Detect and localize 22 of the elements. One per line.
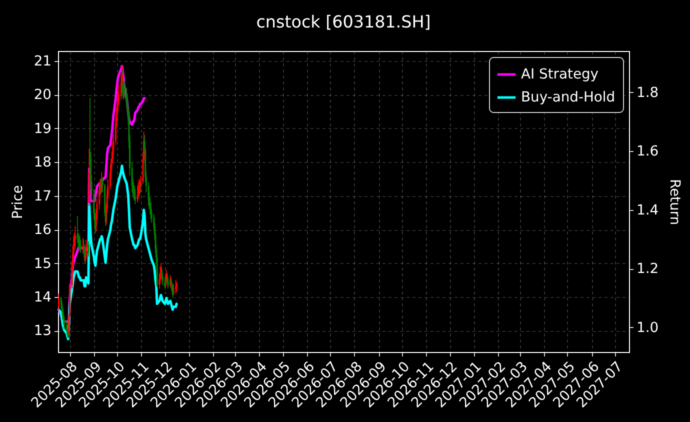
- chart-title: cnstock [603181.SH]: [256, 11, 431, 32]
- y2-axis-title: Return: [666, 178, 683, 226]
- y-tick-label: 15: [34, 256, 52, 272]
- y2-tick-label: 1.4: [636, 202, 659, 218]
- y-tick-label: 14: [34, 289, 52, 306]
- candlestick: [88, 240, 90, 257]
- y2-tick-label: 1.6: [636, 144, 659, 160]
- y-tick-label: 21: [34, 53, 52, 70]
- y-tick-label: 17: [34, 188, 52, 204]
- y2-tick-label: 1.0: [636, 320, 659, 336]
- y2-tick-label: 1.8: [636, 84, 659, 101]
- y-tick-label: 20: [34, 87, 52, 104]
- candlestick: [58, 293, 60, 311]
- line-series: [58, 164, 178, 340]
- legend-label: Buy-and-Hold: [521, 90, 616, 106]
- y-tick-label: 19: [34, 120, 52, 137]
- y-tick-label: 13: [34, 323, 52, 340]
- y-tick-label: 16: [34, 222, 52, 238]
- legend-label: AI Strategy: [521, 66, 599, 82]
- y2-tick-label: 1.2: [636, 261, 659, 278]
- y-tick-label: 18: [34, 154, 52, 171]
- y-axis-title: Price: [10, 185, 26, 219]
